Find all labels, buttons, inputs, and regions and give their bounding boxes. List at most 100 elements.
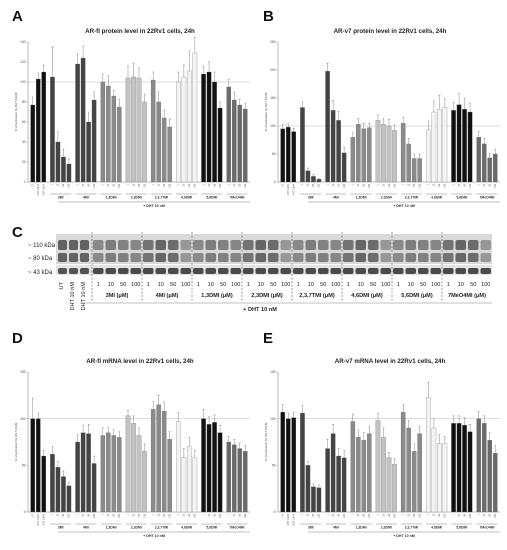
x-tick-label: 100: [68, 183, 71, 188]
x-tick-label: 50: [188, 183, 191, 186]
x-tick-label: 1: [152, 183, 155, 185]
band: [143, 253, 154, 262]
x-tick-label: 1: [301, 183, 304, 185]
band: [155, 253, 166, 262]
band: [230, 240, 241, 250]
group-label: 4MI: [333, 196, 339, 200]
group-label: 7MeO4MI: [230, 526, 245, 530]
dose-label: 50: [170, 282, 176, 288]
x-tick-label: 50: [463, 513, 466, 516]
y-tick-label: 100: [20, 80, 26, 84]
dose-label: 100: [231, 282, 240, 288]
dose-label: 10: [358, 282, 364, 288]
panel-letter-b: B: [263, 8, 274, 25]
dose-label: 1: [297, 282, 300, 288]
group-label: 1,3DMI (μM): [201, 293, 233, 299]
dose-label: 100: [481, 282, 490, 288]
x-tick-label: 100: [244, 513, 247, 518]
band: [293, 240, 304, 250]
x-tick-label: 10: [82, 183, 85, 186]
x-tick-label: 50: [87, 183, 90, 186]
x-tick-label: 10: [382, 513, 385, 516]
x-tick-label: 50: [62, 513, 65, 516]
band: [330, 253, 341, 262]
band: [343, 268, 354, 274]
band: [80, 268, 89, 274]
band: [355, 268, 366, 274]
band: [455, 240, 466, 250]
x-tick-label: 50: [188, 513, 191, 516]
x-tick-label: 10: [332, 183, 335, 186]
footer-label: + DHT 10 nM: [143, 534, 165, 538]
x-tick-label: 1: [76, 183, 79, 185]
x-tick-label: 1: [326, 513, 329, 515]
band: [305, 268, 316, 274]
y-tick-label: 250: [270, 40, 276, 44]
group-label: 5,6DMI: [456, 526, 467, 530]
x-tick-label: 100: [118, 183, 121, 188]
x-tick-label: 50: [312, 513, 315, 516]
x-tick-label: 1: [377, 183, 380, 185]
x-tick-label: 50: [163, 183, 166, 186]
dose-label: 1: [347, 282, 350, 288]
group-label: 4MI: [333, 526, 339, 530]
x-tick-label: 1: [452, 513, 455, 515]
group-label: 2,3,7TMI: [155, 196, 168, 200]
dose-label: 1: [97, 282, 100, 288]
x-tick-label: 10: [107, 513, 110, 516]
x-tick-label: 10: [407, 513, 410, 516]
mw-marker: ~ 80 kDa: [28, 256, 53, 262]
x-tick-label: DHT 10nM: [287, 514, 290, 526]
band: [468, 240, 479, 250]
x-tick-label: 1: [76, 513, 79, 515]
group-label: 7MeO4MI: [230, 196, 245, 200]
chart-title: AR-v7 mRNA level in 22Rv1 cells, 24h: [335, 358, 446, 365]
x-tick-label: 50: [438, 513, 441, 516]
band: [69, 253, 78, 262]
x-tick-label: 10: [433, 183, 436, 186]
panel-letter-c: C: [12, 224, 23, 241]
footer-label: + DHT 10 nM: [143, 204, 165, 208]
group-label: 3MI: [58, 196, 64, 200]
x-tick-label: 10: [332, 513, 335, 516]
dose-label: 50: [470, 282, 476, 288]
band: [168, 253, 179, 262]
x-tick-label: 1: [478, 183, 481, 185]
band: [418, 253, 429, 262]
x-tick-label: UT: [282, 183, 285, 187]
dose-label: 100: [181, 282, 190, 288]
x-tick-label: 50: [239, 183, 242, 186]
dose-label: 1: [147, 282, 150, 288]
x-tick-label: 1: [326, 183, 329, 185]
x-tick-label: 50: [337, 183, 340, 186]
band: [268, 240, 279, 250]
group-label: 1,3DMI: [356, 196, 367, 200]
band: [80, 240, 89, 250]
x-tick-label: 50: [438, 183, 441, 186]
dose-label: 10: [458, 282, 464, 288]
y-tick-label: 100: [270, 417, 276, 421]
x-tick-label: 10: [208, 513, 211, 516]
x-tick-label: 10: [157, 513, 160, 516]
x-tick-label: 100: [244, 183, 247, 188]
band: [268, 253, 279, 262]
x-tick-label: 10: [483, 513, 486, 516]
x-tick-label: 1: [127, 513, 130, 515]
band: [93, 253, 104, 262]
footer-label: + DHT 10 nM: [243, 307, 277, 313]
x-tick-label: 1: [202, 183, 205, 185]
band: [118, 253, 129, 262]
band: [405, 253, 416, 262]
x-tick-label: 50: [239, 513, 242, 516]
y-tick-label: 80: [22, 100, 26, 104]
dose-label: 50: [270, 282, 276, 288]
band: [268, 268, 279, 274]
band: [293, 253, 304, 262]
x-tick-label: 100: [168, 183, 171, 188]
panel-letter-d: D: [12, 330, 23, 347]
x-tick-label: 50: [87, 513, 90, 516]
x-tick-label: 50: [337, 513, 340, 516]
x-tick-label: 50: [113, 183, 116, 186]
x-tick-label: 1: [51, 183, 54, 185]
x-tick-label: UT: [282, 513, 285, 517]
